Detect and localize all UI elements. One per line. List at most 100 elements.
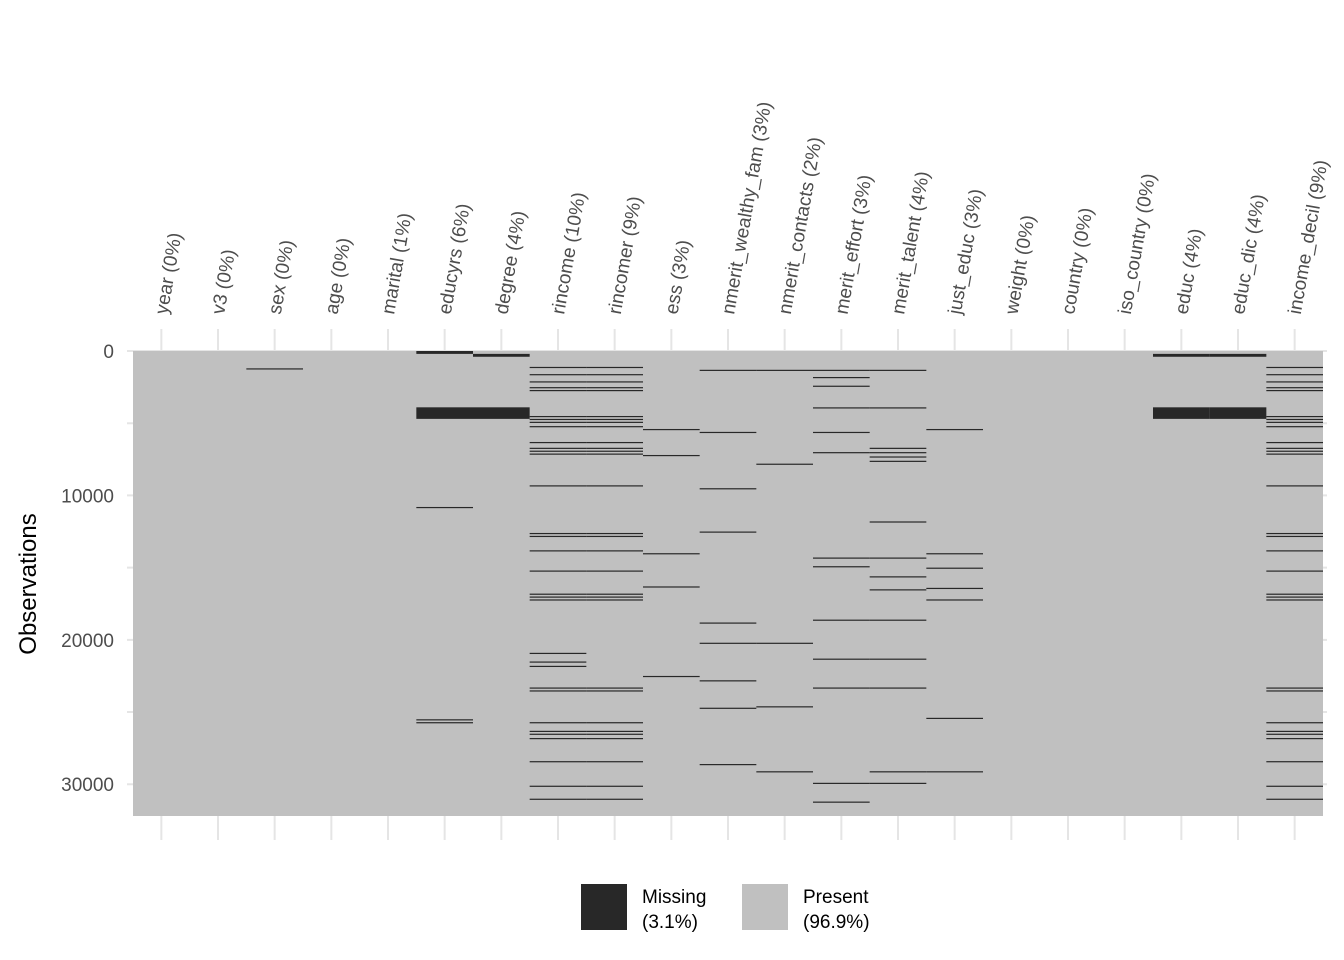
missing-segment: [869, 456, 927, 458]
missing-segment: [869, 576, 927, 578]
missing-segment: [1266, 381, 1323, 383]
missing-segment: [869, 782, 927, 784]
legend-key: [581, 884, 627, 930]
missing-segment: [529, 733, 587, 735]
missing-segment: [926, 428, 983, 431]
missing-segment: [1266, 415, 1323, 418]
missing-segment: [529, 450, 587, 452]
missing-segment: [1266, 798, 1323, 800]
missing-segment: [813, 782, 870, 784]
y-tick-label: 30000: [61, 775, 114, 796]
missing-segment: [1266, 389, 1323, 392]
missing-segment: [869, 589, 927, 591]
missing-segment: [586, 550, 643, 552]
missing-segment: [869, 557, 927, 559]
missing-segment: [529, 535, 587, 538]
missing-segment: [1266, 535, 1323, 538]
missing-segment: [529, 785, 587, 787]
missing-segment: [473, 353, 530, 357]
missing-segment: [529, 532, 587, 535]
column-label: nmerit_contacts (2%): [775, 135, 827, 315]
missing-segment: [586, 374, 643, 376]
missing-segment: [1266, 374, 1323, 376]
legend-key: [742, 884, 788, 930]
missing-segment: [586, 570, 643, 572]
missing-segment: [586, 447, 643, 449]
missing-segment: [1209, 353, 1267, 357]
legend-label: Present: [803, 887, 869, 908]
missing-segment: [869, 619, 927, 621]
missing-segment: [1266, 596, 1323, 598]
missing-segment: [813, 619, 870, 621]
column-label: educyrs (6%): [435, 202, 475, 316]
missing-segment: [586, 421, 643, 423]
missing-segment: [529, 761, 587, 763]
missing-segment: [586, 599, 643, 601]
column-label: just_educ (3%): [945, 187, 988, 316]
column-label: educ (4%): [1172, 227, 1208, 316]
missing-segment: [1266, 426, 1323, 428]
column-label: iso_country (0%): [1115, 172, 1160, 316]
missing-segment: [1266, 738, 1323, 740]
missing-segment: [1153, 353, 1210, 357]
missing-segment: [1266, 593, 1323, 595]
missing-segment: [529, 593, 587, 595]
missing-segment: [586, 381, 643, 383]
missing-segment: [416, 407, 473, 419]
missing-segment: [529, 596, 587, 598]
missing-segment: [246, 368, 303, 370]
missing-segment: [869, 447, 927, 449]
missing-segment: [529, 690, 587, 692]
missing-segment: [529, 447, 587, 449]
column-label: year (0%): [152, 231, 187, 316]
missing-segment: [529, 387, 587, 389]
missing-segment: [869, 687, 927, 689]
missing-segment: [1266, 599, 1323, 601]
missing-segment: [529, 441, 587, 444]
missing-segment: [756, 642, 813, 644]
column-label: income_decil (9%): [1285, 158, 1333, 316]
missing-segment: [699, 707, 757, 709]
missing-segment: [586, 387, 643, 389]
missing-segment: [643, 553, 700, 555]
missing-segment: [1266, 450, 1323, 452]
missing-segment: [586, 485, 643, 487]
column-label: rincomer (9%): [605, 195, 646, 316]
missing-segment: [869, 369, 927, 371]
missing-segment: [529, 570, 587, 572]
y-axis-title: Observations: [15, 513, 42, 654]
column-label: educ_dic (4%): [1228, 193, 1270, 316]
missing-segment: [586, 730, 643, 732]
missing-segment: [1266, 570, 1323, 572]
legend: Missing (3.1%) Present (96.9%): [581, 884, 870, 933]
missing-segment: [529, 550, 587, 552]
missing-segment: [926, 567, 983, 569]
missing-segment: [586, 532, 643, 535]
missing-segment: [586, 535, 643, 538]
column-label: v3 (0%): [208, 248, 240, 316]
missing-segment: [869, 407, 927, 409]
y-tick-label: 20000: [61, 631, 114, 652]
missing-segment: [756, 706, 813, 708]
missing-segment: [529, 730, 587, 732]
missing-segment: [1266, 441, 1323, 444]
missing-segment: [699, 531, 757, 533]
missing-segment: [529, 426, 587, 428]
missing-segment: [586, 426, 643, 428]
missing-segment: [699, 369, 757, 371]
missing-segment: [1266, 733, 1323, 735]
missing-segment: [586, 453, 643, 455]
missing-segment: [529, 738, 587, 740]
missing-segment: [529, 665, 587, 668]
missing-segment: [1153, 407, 1210, 419]
missing-segment: [529, 453, 587, 455]
missing-segment: [813, 557, 870, 559]
missing-segment: [529, 661, 587, 663]
missing-segment: [756, 369, 813, 371]
missing-segment: [813, 431, 870, 434]
missing-segment: [643, 428, 700, 431]
missing-segment: [586, 785, 643, 787]
missing-segment: [699, 642, 757, 644]
missing-segment: [586, 596, 643, 598]
